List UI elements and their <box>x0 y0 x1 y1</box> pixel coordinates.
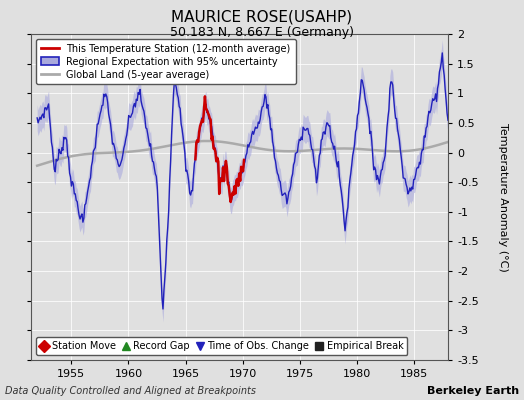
Legend: Station Move, Record Gap, Time of Obs. Change, Empirical Break: Station Move, Record Gap, Time of Obs. C… <box>36 337 408 355</box>
Text: 50.183 N, 8.667 E (Germany): 50.183 N, 8.667 E (Germany) <box>170 26 354 39</box>
Y-axis label: Temperature Anomaly (°C): Temperature Anomaly (°C) <box>498 123 508 271</box>
Text: Berkeley Earth: Berkeley Earth <box>427 386 519 396</box>
Text: MAURICE ROSE(USAHP): MAURICE ROSE(USAHP) <box>171 10 353 25</box>
Text: Data Quality Controlled and Aligned at Breakpoints: Data Quality Controlled and Aligned at B… <box>5 386 256 396</box>
